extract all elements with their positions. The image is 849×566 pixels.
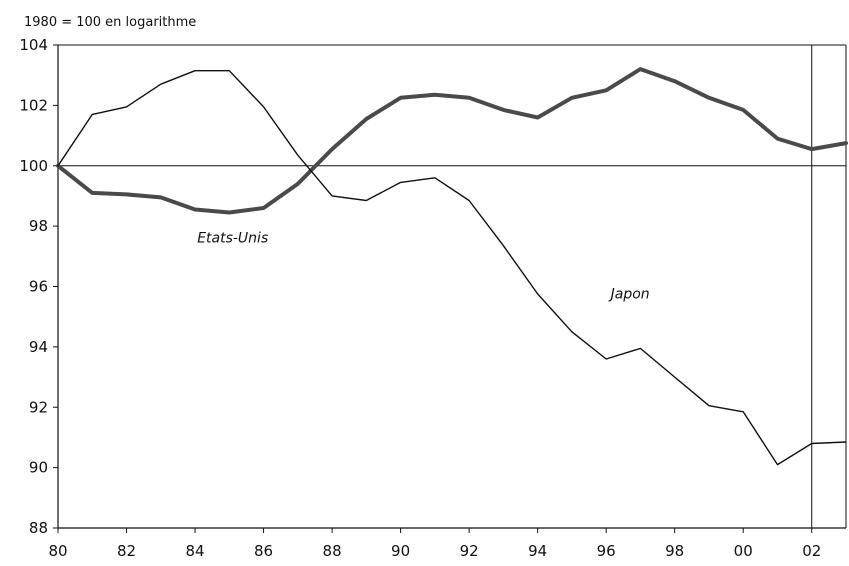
series-lines [56,67,848,466]
x-tick-label: 90 [391,542,410,560]
reference-lines [58,45,846,528]
y-tick-label: 100 [19,157,48,175]
x-tick-label: 84 [185,542,204,560]
y-tick-label: 92 [29,398,48,416]
series-line-etats-unis [56,67,848,215]
series-line-japon [57,69,847,466]
y-tick-label: 88 [29,519,48,537]
x-tick-label: 80 [48,542,67,560]
x-tick-label: 92 [460,542,479,560]
x-tick-label: 98 [665,542,684,560]
y-axis-unit-label: 1980 = 100 en logarithme [24,15,196,30]
series-label-etats-unis: Etats-Unis [197,231,268,247]
x-tick-label: 86 [254,542,273,560]
x-tick-label: 82 [117,542,136,560]
series-label-japon: Japon [608,287,650,303]
x-tick-label: 00 [734,542,753,560]
y-tick-label: 102 [19,96,48,114]
series-labels: Etats-Unis Japon [197,231,649,303]
axes: 88 90 92 94 96 98 100 102 104 80 82 84 86 88 90 92 94 96 9… [19,36,847,560]
x-tick-label: 96 [597,542,616,560]
y-tick-label: 94 [29,338,48,356]
y-tick-label: 104 [19,36,48,54]
x-tick-label: 88 [323,542,342,560]
y-tick-label: 98 [29,217,48,235]
y-tick-label: 90 [29,459,48,477]
y-tick-label: 96 [29,278,48,296]
x-tick-label: 02 [802,542,821,560]
x-tick-label: 94 [528,542,547,560]
